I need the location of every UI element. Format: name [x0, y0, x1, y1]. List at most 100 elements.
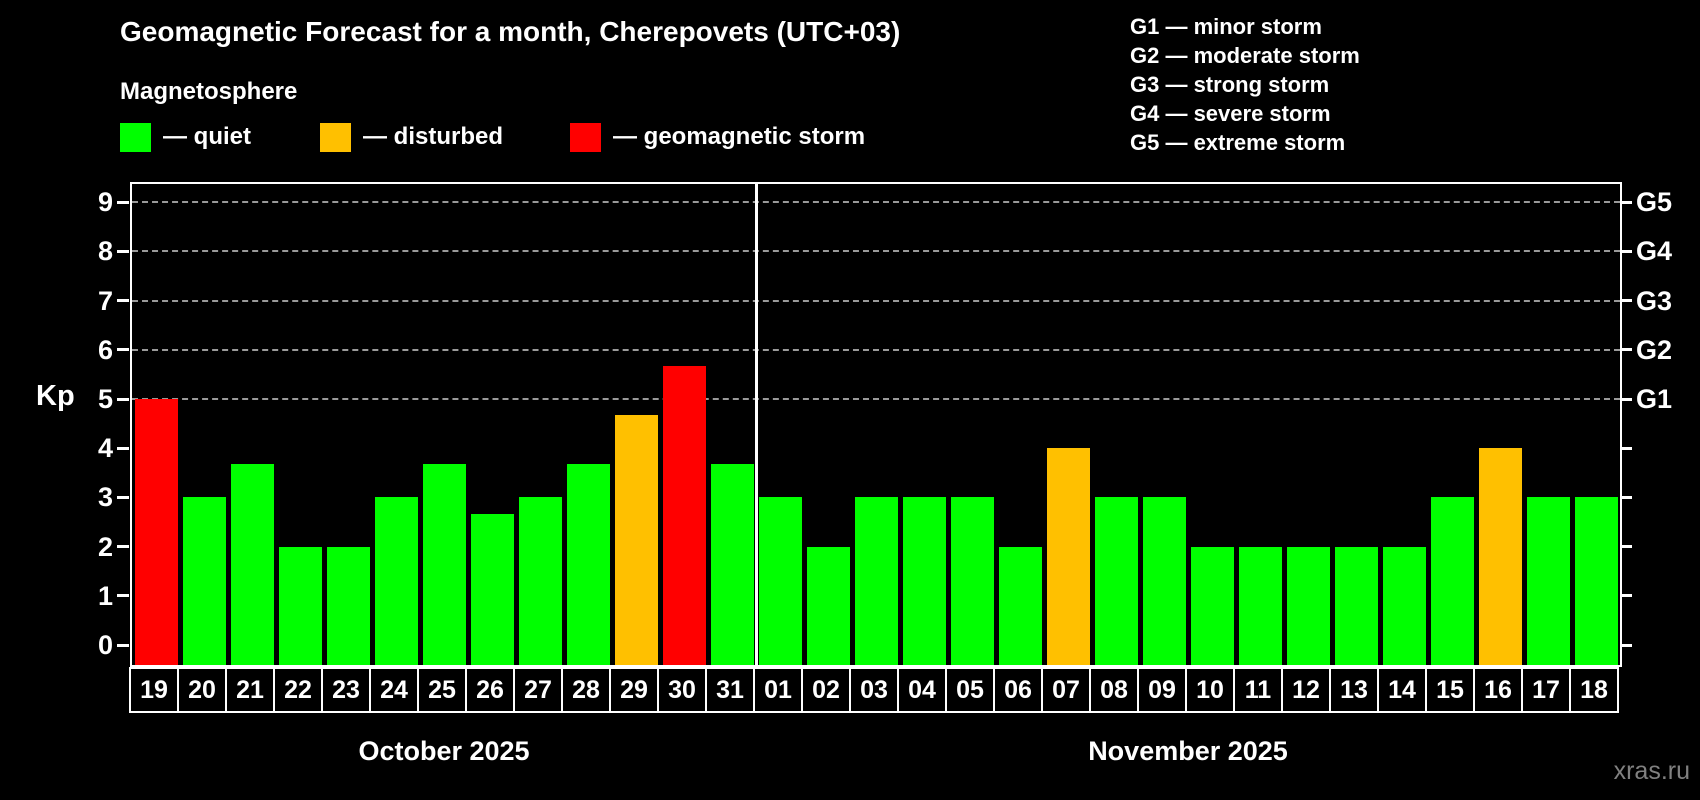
- y-axis-tick-right-8: [1620, 249, 1632, 253]
- day-axis-row: 19 20 21 22 23 24 25 26 27 28 29 30 31 01 02 03 04 05 06 07…: [129, 667, 1622, 713]
- kp-bar-october-22: [278, 546, 322, 665]
- y-axis-tick-left-7: [117, 299, 129, 303]
- storm-scale-legend: G1 — minor storm G2 — moderate storm G3 …: [1130, 12, 1360, 157]
- legend-item-storm: — geomagnetic storm: [570, 121, 865, 153]
- month-label-left: October 2025: [358, 736, 530, 766]
- g-scale-label-g2: G2: [1636, 334, 1673, 365]
- day-label-10: 10: [1185, 667, 1235, 713]
- kp-bar-october-24: [374, 497, 418, 665]
- kp-bar-october-28: [566, 464, 610, 665]
- kp-bar-november-13: [1334, 546, 1378, 665]
- day-label-13: 13: [1329, 667, 1379, 713]
- y-axis-title: Kp: [36, 380, 75, 412]
- day-label-28: 28: [561, 667, 611, 713]
- kp-bar-november-02: [806, 546, 850, 665]
- day-label-30: 30: [657, 667, 707, 713]
- g-scale-label-g3: G3: [1636, 285, 1673, 316]
- chart-title: Geomagnetic Forecast for a month, Cherep…: [120, 16, 901, 47]
- kp-bar-november-11: [1238, 546, 1282, 665]
- kp-bar-november-09: [1142, 497, 1186, 665]
- day-label-27: 27: [513, 667, 563, 713]
- gridline-kp5: [132, 398, 1620, 400]
- y-tick-label-5: 5: [97, 384, 113, 414]
- y-axis-tick-left-4: [117, 446, 129, 450]
- y-tick-label-0: 0: [97, 630, 113, 660]
- day-label-31: 31: [705, 667, 755, 713]
- day-label-15: 15: [1425, 667, 1475, 713]
- y-axis-tick-left-8: [117, 249, 129, 253]
- kp-bar-chart-plot-area: [130, 182, 1622, 667]
- legend-item-quiet: — quiet: [120, 121, 251, 153]
- kp-bar-november-18: [1574, 497, 1618, 665]
- kp-bar-november-03: [854, 497, 898, 665]
- storm-scale-g3: G3 — strong storm: [1130, 72, 1330, 97]
- y-tick-label-6: 6: [97, 334, 113, 365]
- site-watermark: xras.ru: [1613, 757, 1690, 785]
- storm-color-swatch: [570, 122, 601, 152]
- kp-bar-october-23: [326, 546, 370, 665]
- y-axis-tick-right-4: [1620, 446, 1632, 450]
- y-axis-tick-right-7: [1620, 299, 1632, 303]
- day-label-25: 25: [417, 667, 467, 713]
- y-axis-tick-right-0: [1620, 643, 1632, 647]
- chart-subtitle: Magnetosphere: [120, 78, 298, 105]
- kp-bar-november-05: [950, 497, 994, 665]
- y-axis-tick-right-9: [1620, 200, 1632, 204]
- quiet-color-swatch: [120, 122, 151, 152]
- kp-bar-november-04: [902, 497, 946, 665]
- day-label-17: 17: [1521, 667, 1571, 713]
- day-label-12: 12: [1281, 667, 1331, 713]
- kp-bar-october-25: [422, 464, 466, 665]
- gridline-kp6: [132, 348, 1620, 351]
- day-label-06: 06: [993, 667, 1043, 713]
- y-axis-tick-left-3: [117, 495, 129, 499]
- day-label-20: 20: [177, 667, 227, 713]
- y-axis-tick-right-1: [1620, 594, 1632, 598]
- storm-scale-g5: G5 — extreme storm: [1130, 130, 1346, 155]
- day-label-29: 29: [609, 667, 659, 713]
- y-axis-tick-right-3: [1620, 495, 1632, 499]
- kp-bar-october-26: [470, 513, 514, 665]
- legend-item-disturbed: — disturbed: [320, 121, 503, 153]
- day-label-26: 26: [465, 667, 515, 713]
- kp-bar-november-07: [1046, 448, 1090, 665]
- g-scale-label-g5: G5: [1636, 187, 1673, 218]
- y-tick-label-9: 9: [97, 187, 113, 218]
- day-label-14: 14: [1377, 667, 1427, 713]
- g-scale-label-g4: G4: [1636, 236, 1673, 267]
- y-axis-tick-left-9: [117, 200, 129, 204]
- kp-bar-october-27: [518, 497, 562, 665]
- kp-bar-november-01: [758, 497, 802, 665]
- gridline-kp8: [132, 250, 1620, 253]
- legend-label-storm: — geomagnetic storm: [613, 123, 866, 150]
- day-label-09: 09: [1137, 667, 1187, 713]
- y-axis-tick-left-2: [117, 545, 129, 549]
- y-tick-label-3: 3: [97, 482, 113, 513]
- kp-bar-november-06: [998, 546, 1042, 665]
- day-label-07: 07: [1041, 667, 1091, 713]
- kp-bar-october-30: [662, 366, 706, 665]
- kp-bar-october-29: [614, 415, 658, 665]
- y-tick-label-1: 1: [97, 580, 113, 611]
- kp-bar-november-15: [1430, 497, 1474, 665]
- panel-divider: [754, 184, 758, 665]
- y-tick-label-4: 4: [97, 433, 113, 464]
- kp-bar-october-20: [182, 497, 226, 665]
- day-label-02: 02: [801, 667, 851, 713]
- y-axis-tick-left-0: [117, 643, 129, 647]
- day-label-01: 01: [753, 667, 803, 713]
- kp-bar-october-19: [134, 399, 178, 665]
- legend-label-disturbed: — disturbed: [363, 123, 504, 150]
- y-axis-tick-right-2: [1620, 545, 1632, 549]
- day-label-03: 03: [849, 667, 899, 713]
- day-label-22: 22: [273, 667, 323, 713]
- day-label-18: 18: [1569, 667, 1619, 713]
- y-tick-label-7: 7: [97, 285, 113, 316]
- kp-bar-november-16: [1478, 448, 1522, 665]
- day-label-21: 21: [225, 667, 275, 713]
- day-label-23: 23: [321, 667, 371, 713]
- kp-bar-november-10: [1190, 546, 1234, 665]
- y-axis-tick-left-5: [117, 397, 129, 401]
- y-axis-tick-right-6: [1620, 348, 1632, 352]
- day-label-11: 11: [1233, 667, 1283, 713]
